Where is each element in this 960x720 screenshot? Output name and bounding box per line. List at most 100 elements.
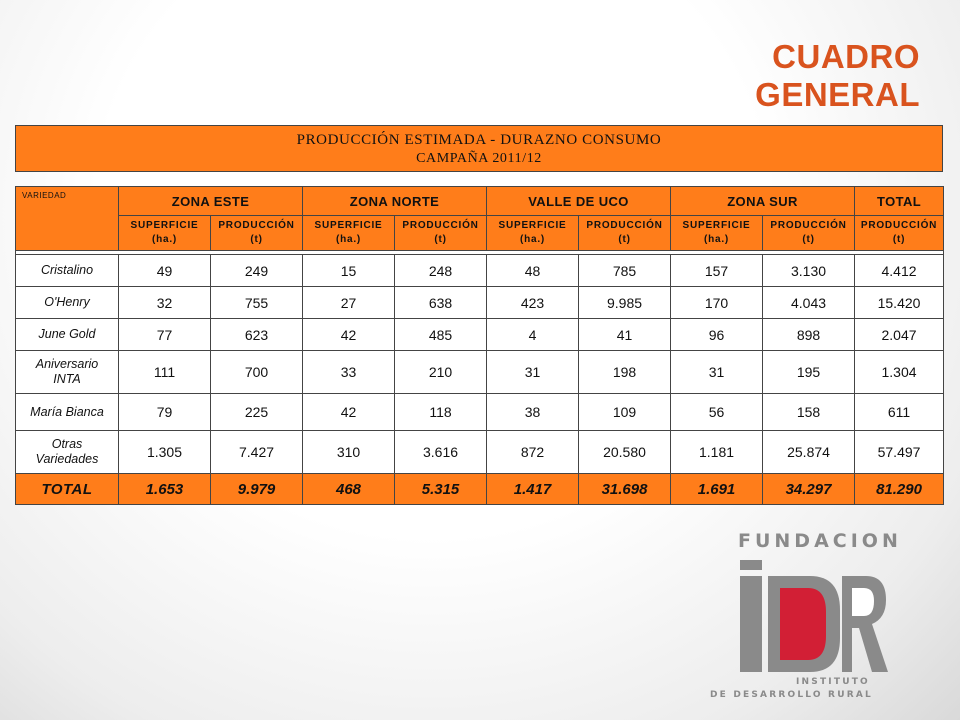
table-cell: 4.412 — [854, 254, 945, 287]
table-cell: 15 — [302, 254, 396, 287]
zone-header-este: ZONA ESTE — [117, 186, 304, 216]
table-cell: 249 — [209, 254, 304, 287]
table-cell: 118 — [394, 393, 488, 431]
table-cell: 42 — [302, 393, 396, 431]
table-cell: 157 — [670, 254, 764, 287]
produccion-header: PRODUCCIÓN (t) — [578, 215, 672, 251]
table-cell: 755 — [209, 286, 304, 319]
zone-header-total: TOTAL — [854, 186, 945, 216]
table-cell: 32 — [118, 286, 211, 319]
table-cell: 170 — [670, 286, 764, 319]
total-cell: 34.297 — [762, 473, 856, 505]
table-cell: 109 — [578, 393, 672, 431]
variety-name: María Bianca — [15, 393, 119, 431]
table-cell: 41 — [578, 318, 672, 351]
table-cell: 485 — [394, 318, 488, 351]
table-cell: 15.420 — [854, 286, 945, 319]
variedad-header: VARIEDAD — [15, 186, 119, 251]
zone-header-valle-de-uco: VALLE DE UCO — [486, 186, 672, 216]
table-cell: 48 — [486, 254, 580, 287]
table-cell: 158 — [762, 393, 856, 431]
table-row: June Gold 77 623 42 485 4 41 96 898 2.04… — [15, 318, 945, 351]
table-cell: 20.580 — [578, 430, 672, 474]
variety-name: Aniversario INTA — [15, 350, 119, 394]
total-row: TOTAL 1.653 9.979 468 5.315 1.417 31.698… — [15, 473, 945, 505]
table-cell: 700 — [209, 350, 304, 394]
banner-title: PRODUCCIÓN ESTIMADA - DURAZNO CONSUMO — [296, 131, 662, 148]
table-cell: 3.616 — [394, 430, 488, 474]
table-cell: 248 — [394, 254, 488, 287]
table-row: Otras Variedades 1.305 7.427 310 3.616 87… — [15, 430, 945, 474]
table-cell: 638 — [394, 286, 488, 319]
produccion-header: PRODUCCIÓN (t) — [854, 215, 945, 251]
production-table: VARIEDAD ZONA ESTE ZONA NORTE VALLE DE U… — [14, 186, 945, 505]
table-cell: 49 — [118, 254, 211, 287]
table-cell: 872 — [486, 430, 580, 474]
table-cell: 25.874 — [762, 430, 856, 474]
total-cell: 468 — [302, 473, 396, 505]
idr-logo: FUNDACION INSTITUTO DE DESARROLLO RURAL — [710, 530, 902, 710]
superficie-header: SUPERFICIE (ha.) — [302, 215, 396, 251]
table-cell: 210 — [394, 350, 488, 394]
table-cell: 79 — [118, 393, 211, 431]
table-cell: 42 — [302, 318, 396, 351]
table-cell: 38 — [486, 393, 580, 431]
table-cell: 898 — [762, 318, 856, 351]
table-cell: 1.305 — [118, 430, 211, 474]
table-row: O'Henry 32 755 27 638 423 9.985 170 4.04… — [15, 286, 945, 319]
table-cell: 33 — [302, 350, 396, 394]
table-cell: 785 — [578, 254, 672, 287]
header-gap — [14, 250, 945, 255]
variety-name: O'Henry — [15, 286, 119, 319]
table-cell: 96 — [670, 318, 764, 351]
table-cell: 1.304 — [854, 350, 945, 394]
slide-title: CUADRO GENERAL — [755, 38, 920, 113]
total-cell: 1.417 — [486, 473, 580, 505]
logo-top-text: FUNDACION — [738, 530, 902, 552]
total-label: TOTAL — [15, 473, 119, 505]
total-cell: 1.691 — [670, 473, 764, 505]
table-cell: 1.181 — [670, 430, 764, 474]
logo-bottom-line2: DE DESARROLLO RURAL — [710, 690, 873, 700]
table-cell: 31 — [670, 350, 764, 394]
table-cell: 77 — [118, 318, 211, 351]
table-cell: 27 — [302, 286, 396, 319]
superficie-header: SUPERFICIE (ha.) — [118, 215, 211, 251]
total-cell: 31.698 — [578, 473, 672, 505]
table-cell: 2.047 — [854, 318, 945, 351]
table-cell: 57.497 — [854, 430, 945, 474]
table-cell: 225 — [209, 393, 304, 431]
zone-header-norte: ZONA NORTE — [302, 186, 488, 216]
table-cell: 9.985 — [578, 286, 672, 319]
zone-header-sur: ZONA SUR — [670, 186, 856, 216]
total-cell: 1.653 — [118, 473, 211, 505]
variety-name: Cristalino — [15, 254, 119, 287]
table-cell: 623 — [209, 318, 304, 351]
logo-bottom-line1: INSTITUTO — [796, 677, 870, 687]
produccion-header: PRODUCCIÓN (t) — [394, 215, 488, 251]
table-cell: 7.427 — [209, 430, 304, 474]
table-cell: 4.043 — [762, 286, 856, 319]
total-cell: 81.290 — [854, 473, 945, 505]
variety-name: Otras Variedades — [15, 430, 119, 474]
table-cell: 195 — [762, 350, 856, 394]
superficie-header: SUPERFICIE (ha.) — [670, 215, 764, 251]
table-row: María Bianca 79 225 42 118 38 109 56 158… — [15, 393, 945, 431]
total-cell: 9.979 — [209, 473, 304, 505]
table-cell: 111 — [118, 350, 211, 394]
table-cell: 31 — [486, 350, 580, 394]
produccion-header: PRODUCCIÓN (t) — [762, 215, 856, 251]
table-cell: 310 — [302, 430, 396, 474]
table-row: Aniversario INTA 111 700 33 210 31 198 31… — [15, 350, 945, 394]
table-cell: 611 — [854, 393, 945, 431]
table-cell: 423 — [486, 286, 580, 319]
superficie-header: SUPERFICIE (ha.) — [486, 215, 580, 251]
produccion-header: PRODUCCIÓN (t) — [209, 215, 304, 251]
banner-subtitle: CAMPAÑA 2011/12 — [416, 150, 542, 166]
table-cell: 56 — [670, 393, 764, 431]
idr-logo-mark — [740, 560, 888, 672]
variety-name: June Gold — [15, 318, 119, 351]
total-cell: 5.315 — [394, 473, 488, 505]
table-row: Cristalino 49 249 15 248 48 785 157 3.13… — [15, 254, 945, 287]
table-cell: 3.130 — [762, 254, 856, 287]
